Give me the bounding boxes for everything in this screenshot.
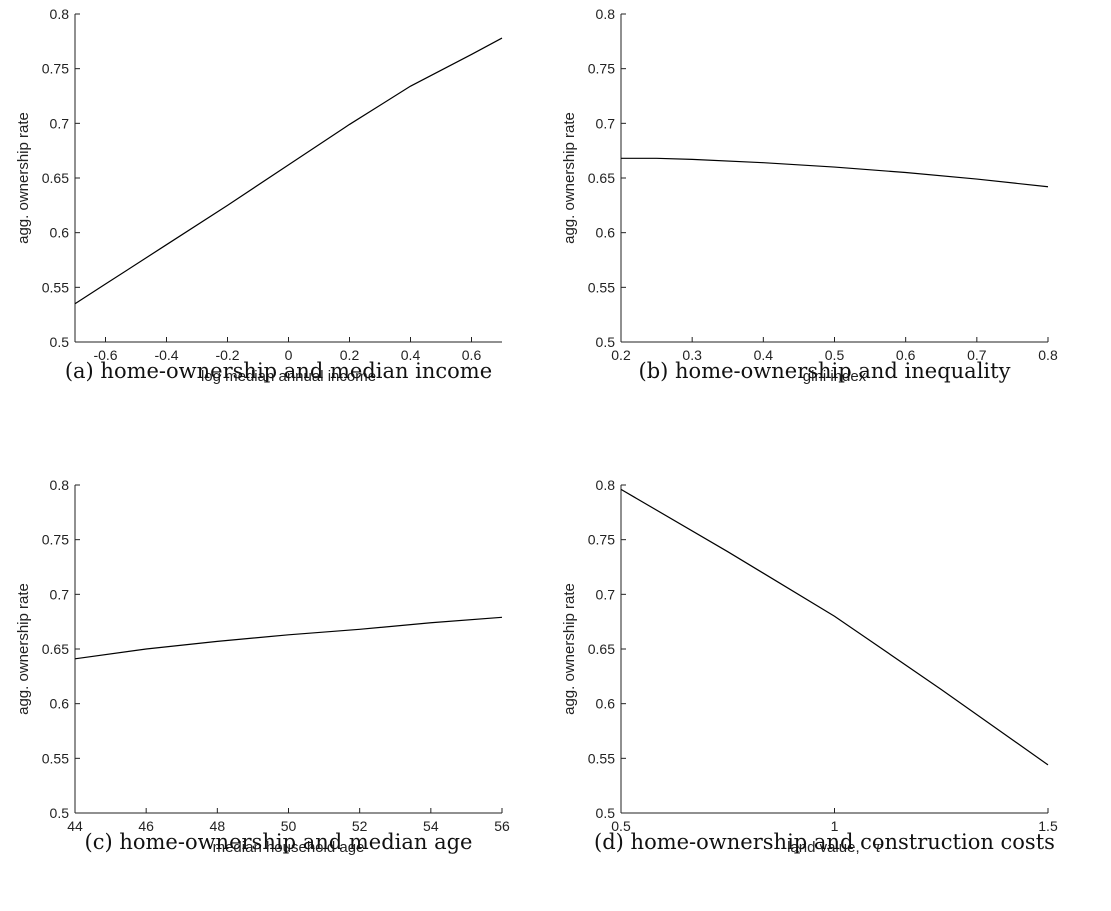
series-line-construction [620, 488, 1049, 766]
x-axis-label: land value, τ [787, 838, 883, 856]
series-line-age [74, 616, 503, 660]
x-tick-label: 0.5 [611, 818, 631, 834]
x-tick-label: 46 [138, 818, 154, 834]
chart-caption-construction: (d) home-ownership and construction cost… [594, 830, 1055, 854]
x-tick-label: 0.4 [401, 347, 421, 363]
x-tick-label: 48 [210, 818, 226, 834]
y-tick-label: 0.5 [596, 805, 616, 821]
x-tick-label: -0.4 [154, 347, 178, 363]
y-tick-label: 0.5 [50, 805, 70, 821]
x-axis-label: gini index [803, 368, 867, 385]
chart-caption-inequality: (b) home-ownership and inequality [639, 359, 1011, 383]
y-tick-label: 0.8 [50, 477, 70, 493]
y-axis-label: agg. ownership rate [561, 583, 578, 715]
y-tick-label: 0.55 [588, 750, 615, 766]
x-tick-label: 0.4 [754, 347, 774, 363]
x-tick-label: -0.2 [215, 347, 239, 363]
y-tick-label: 0.8 [596, 477, 616, 493]
y-tick-label: 0.65 [588, 641, 615, 657]
x-tick-label: 0.7 [967, 347, 987, 363]
chart-caption-age: (c) home-ownership and median age [85, 830, 473, 854]
y-tick-label: 0.65 [42, 641, 69, 657]
y-tick-label: 0.75 [588, 532, 615, 548]
y-tick-label: 0.7 [50, 115, 70, 131]
y-axis-label: agg. ownership rate [561, 112, 578, 244]
y-tick-label: 0.65 [588, 170, 615, 186]
x-tick-label: 1 [831, 818, 839, 834]
y-tick-label: 0.5 [596, 334, 616, 350]
y-tick-label: 0.6 [50, 225, 70, 241]
y-axis-label: agg. ownership rate [15, 112, 32, 244]
y-tick-label: 0.75 [42, 532, 69, 548]
y-tick-label: 0.5 [50, 334, 70, 350]
x-axis-label: median household age [213, 839, 365, 856]
x-tick-label: 56 [494, 818, 510, 834]
y-tick-label: 0.6 [50, 696, 70, 712]
x-tick-label: 0 [285, 347, 293, 363]
y-tick-label: 0.75 [42, 61, 69, 77]
x-tick-label: 0.2 [340, 347, 360, 363]
x-tick-label: 54 [423, 818, 439, 834]
y-tick-label: 0.55 [42, 279, 69, 295]
x-tick-label: 0.5 [825, 347, 845, 363]
y-tick-label: 0.8 [596, 6, 616, 22]
chart-panel-age: 0.5 0.55 0.6 0.65 0.7 0.75 0.8 44 46 48 50 52 54 56 me… [15, 477, 510, 856]
y-tick-label: 0.7 [50, 586, 70, 602]
chart-panel-construction: 0.5 0.55 0.6 0.65 0.7 0.75 0.8 0.5 1 1.5 land valu… [561, 477, 1058, 856]
x-tick-label: 44 [67, 818, 83, 834]
y-tick-label: 0.55 [588, 279, 615, 295]
y-tick-label: 0.75 [588, 61, 615, 77]
series-line-income [74, 37, 503, 305]
x-axis-label: log median annual income [201, 368, 376, 385]
x-tick-label: 0.2 [611, 347, 631, 363]
series-line-inequality [621, 157, 1049, 188]
x-tick-label: -0.6 [93, 347, 117, 363]
y-tick-label: 0.8 [50, 6, 70, 22]
y-axis-label: agg. ownership rate [15, 583, 32, 715]
y-tick-label: 0.55 [42, 750, 69, 766]
x-tick-label: 1.5 [1038, 818, 1058, 834]
y-tick-label: 0.7 [596, 586, 616, 602]
x-tick-label: 0.3 [682, 347, 702, 363]
x-tick-label: 0.6 [896, 347, 916, 363]
chart-caption-income: (a) home-ownership and median income [65, 359, 492, 383]
x-tick-label: 50 [281, 818, 297, 834]
chart-panel-inequality: 0.5 0.55 0.6 0.65 0.7 0.75 0.8 0.2 0.3 0.4 0.5 0.6 0… [561, 6, 1058, 385]
y-tick-label: 0.65 [42, 170, 69, 186]
x-tick-label: 52 [352, 818, 368, 834]
y-tick-label: 0.7 [596, 115, 616, 131]
y-tick-label: 0.6 [596, 225, 616, 241]
chart-panel-income: 0.5 0.55 0.6 0.65 0.7 0.75 0.8 -0.6 -0.4 -0.2 0 0.2… [15, 6, 503, 385]
y-tick-label: 0.6 [596, 696, 616, 712]
x-tick-label: 0.6 [462, 347, 482, 363]
x-tick-label: 0.8 [1038, 347, 1058, 363]
x-axis-label-symbol: τ [874, 838, 883, 856]
